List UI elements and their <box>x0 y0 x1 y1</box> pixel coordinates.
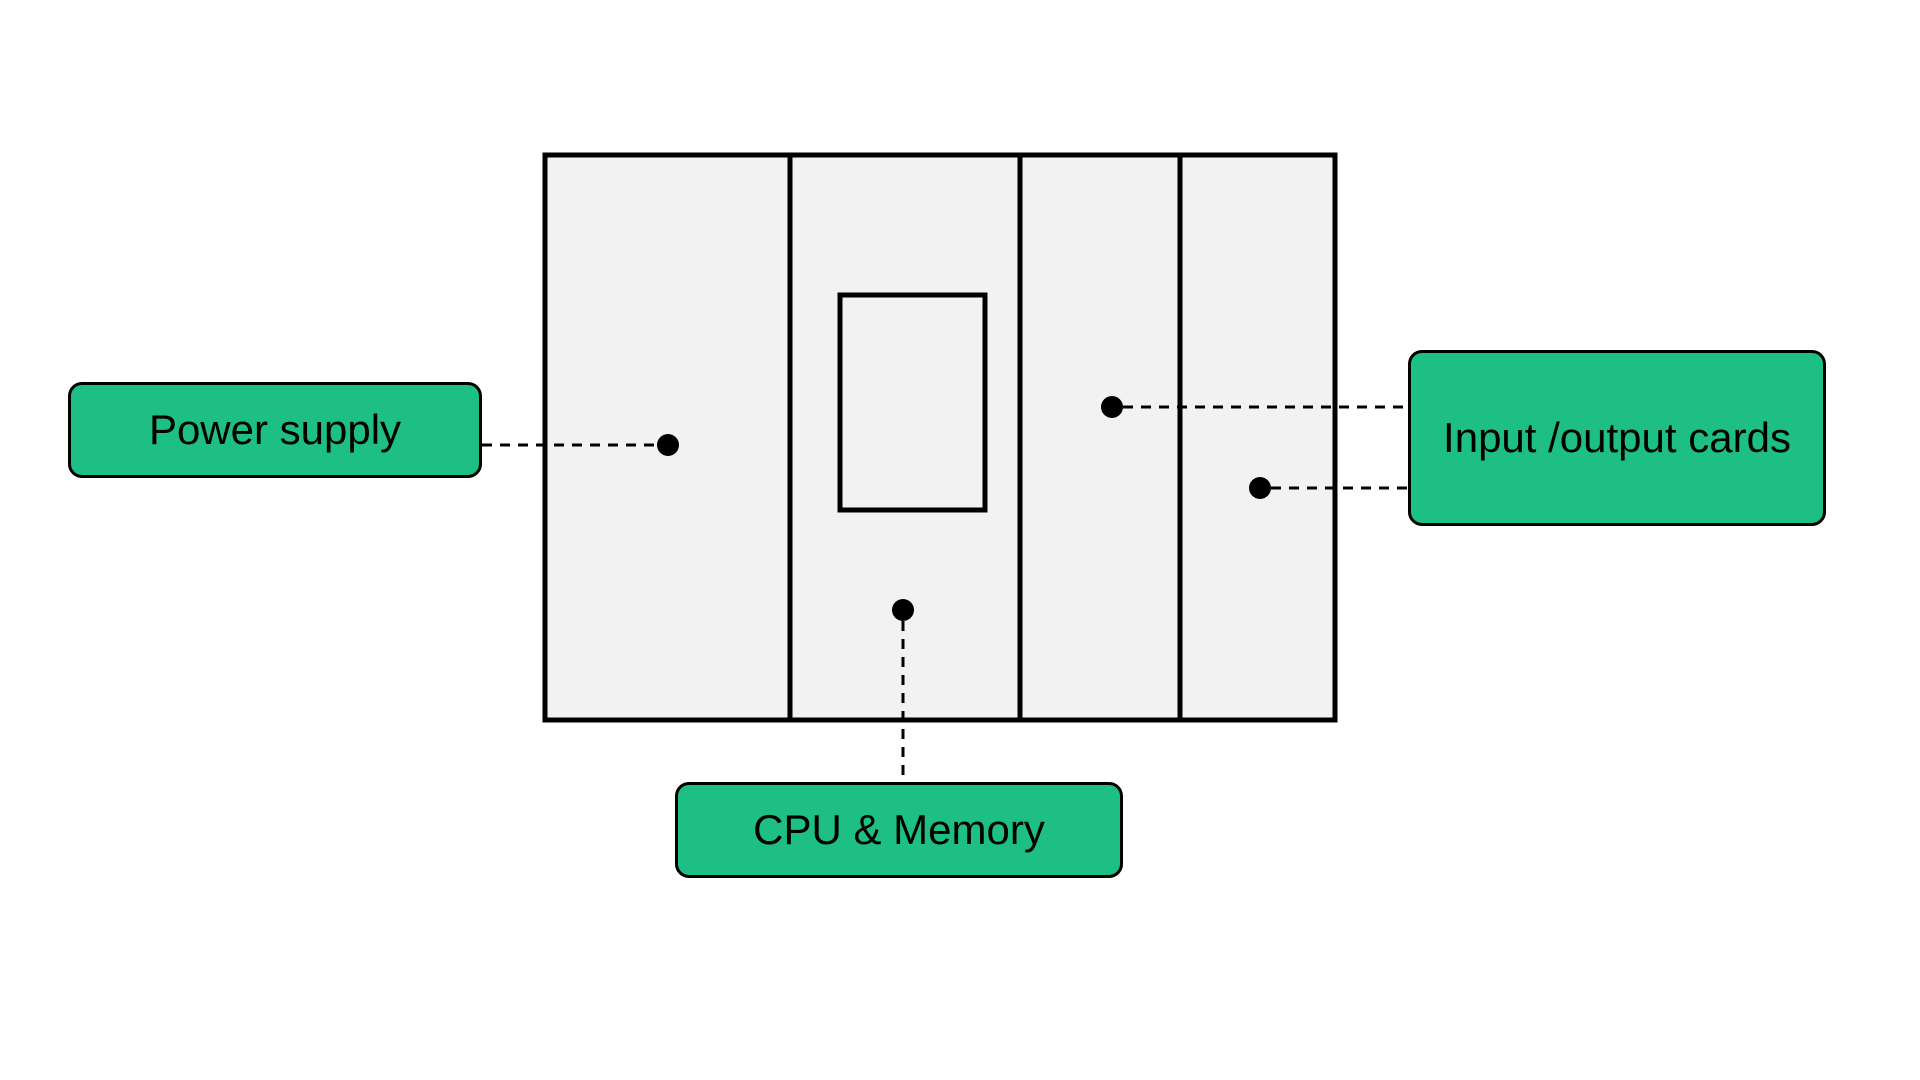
label-cpu-memory: CPU & Memory <box>675 782 1123 878</box>
label-io-cards: Input /output cards <box>1408 350 1826 526</box>
label-power-supply-text: Power supply <box>149 406 401 454</box>
dot-io-a <box>1101 396 1123 418</box>
label-io-cards-text: Input /output cards <box>1443 414 1791 462</box>
label-cpu-memory-text: CPU & Memory <box>753 806 1045 854</box>
diagram-stage: Power supply CPU & Memory Input /output … <box>0 0 1920 1080</box>
label-power-supply: Power supply <box>68 382 482 478</box>
diagram-svg <box>0 0 1920 1080</box>
dot-io-b <box>1249 477 1271 499</box>
dot-power <box>657 434 679 456</box>
dot-cpu <box>892 599 914 621</box>
cpu-inner-module <box>840 295 985 510</box>
